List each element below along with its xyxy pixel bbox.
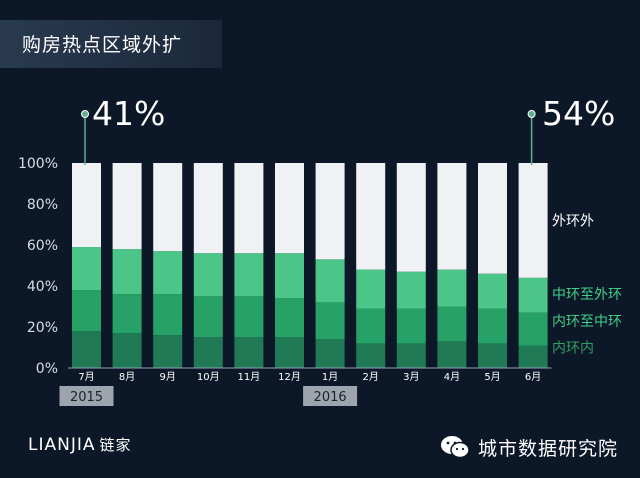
callout-value: 41% [92, 94, 165, 133]
bar-segment [518, 312, 548, 346]
source-label: 城市数据研究院 [478, 437, 619, 460]
bar-segment [275, 163, 304, 254]
x-tick-label: 4月 [444, 371, 460, 383]
bar-segment [396, 308, 426, 344]
bar-segment [437, 163, 467, 270]
legend-entry: 内环至中环 [552, 314, 622, 330]
x-tick-label: 3月 [403, 371, 419, 383]
bar-segment [72, 163, 101, 248]
bar-segment [153, 251, 183, 295]
bar-segment [275, 298, 304, 338]
bar-segment [356, 308, 386, 344]
brand-name: LIANJIA [28, 435, 96, 455]
bar-segment [234, 163, 264, 254]
bar-segment [396, 163, 426, 272]
x-tick-label: 1月 [322, 371, 338, 383]
bar-segment [193, 296, 223, 338]
bar-segment [153, 335, 183, 368]
bar-segment [72, 331, 101, 368]
bar-segment [193, 163, 223, 254]
bar-segment [315, 163, 345, 260]
bar-segment [112, 249, 142, 295]
year-label-box [59, 386, 114, 406]
x-tick-label: 5月 [484, 371, 500, 383]
bar-segment [72, 247, 101, 291]
bar-segment [437, 341, 467, 368]
bar-segment [356, 343, 386, 368]
y-tick-label: 0% [36, 361, 58, 377]
callout-value: 54% [542, 94, 615, 133]
year-label: 2016 [314, 390, 347, 405]
bar-segment [234, 337, 264, 368]
y-tick-label: 100% [18, 156, 58, 172]
bar-segment [396, 343, 426, 368]
lianjia-logo: LIANJIA 链家 [28, 434, 132, 455]
bar-segment [478, 163, 507, 274]
x-tick-label: 8月 [119, 371, 135, 383]
brand-name-cn: 链家 [99, 436, 132, 454]
bar-segment [112, 163, 142, 250]
bar-segment [437, 269, 467, 307]
year-label-box [303, 386, 358, 406]
bar-segment [396, 271, 426, 309]
title-bar: 购房热点区域外扩 [0, 20, 222, 68]
bar-segment [193, 253, 223, 297]
bar-segment [518, 345, 548, 368]
bar-segment [315, 259, 345, 303]
x-tick-label: 7月 [78, 371, 94, 383]
bar-segment [518, 277, 548, 313]
bar-segment [275, 253, 304, 299]
bar-segment [275, 337, 304, 368]
x-tick-label: 12月 [278, 371, 301, 383]
bar-segment [356, 163, 386, 270]
bar-segment [234, 253, 264, 297]
y-tick-label: 60% [27, 238, 58, 254]
y-tick-label: 20% [27, 320, 58, 336]
callout-dot [527, 110, 536, 118]
legend-entry: 中环至外环 [552, 287, 622, 303]
bar-segment [234, 296, 264, 338]
bar-segment [518, 163, 548, 278]
y-tick-label: 40% [27, 279, 58, 295]
x-tick-label: 10月 [197, 371, 220, 383]
bar-segment [153, 163, 183, 252]
year-label: 2015 [70, 390, 103, 405]
bar-segment [153, 294, 183, 336]
legend-entry: 内环内 [552, 341, 594, 357]
x-tick-label: 6月 [525, 371, 541, 383]
x-tick-label: 9月 [160, 371, 176, 383]
wechat-icon [441, 436, 470, 459]
source-watermark: 城市数据研究院 [440, 432, 618, 462]
x-tick-label: 2月 [363, 371, 379, 383]
bar-segment [193, 337, 223, 368]
y-tick-label: 80% [27, 197, 58, 213]
bar-segment [315, 339, 345, 368]
bar-segment [478, 343, 507, 368]
bar-segment [112, 294, 142, 334]
page-title: 购房热点区域外扩 [22, 34, 183, 56]
bar-segment [356, 269, 386, 309]
bar-segment [315, 302, 345, 340]
bar-segment [437, 306, 467, 342]
bar-segment [112, 333, 142, 368]
bar-segment [72, 290, 101, 332]
callout-dot [81, 110, 89, 118]
bar-segment [478, 273, 507, 309]
x-tick-label: 11月 [238, 371, 261, 383]
bar-segment [478, 308, 507, 344]
legend-entry: 外环外 [552, 213, 594, 229]
